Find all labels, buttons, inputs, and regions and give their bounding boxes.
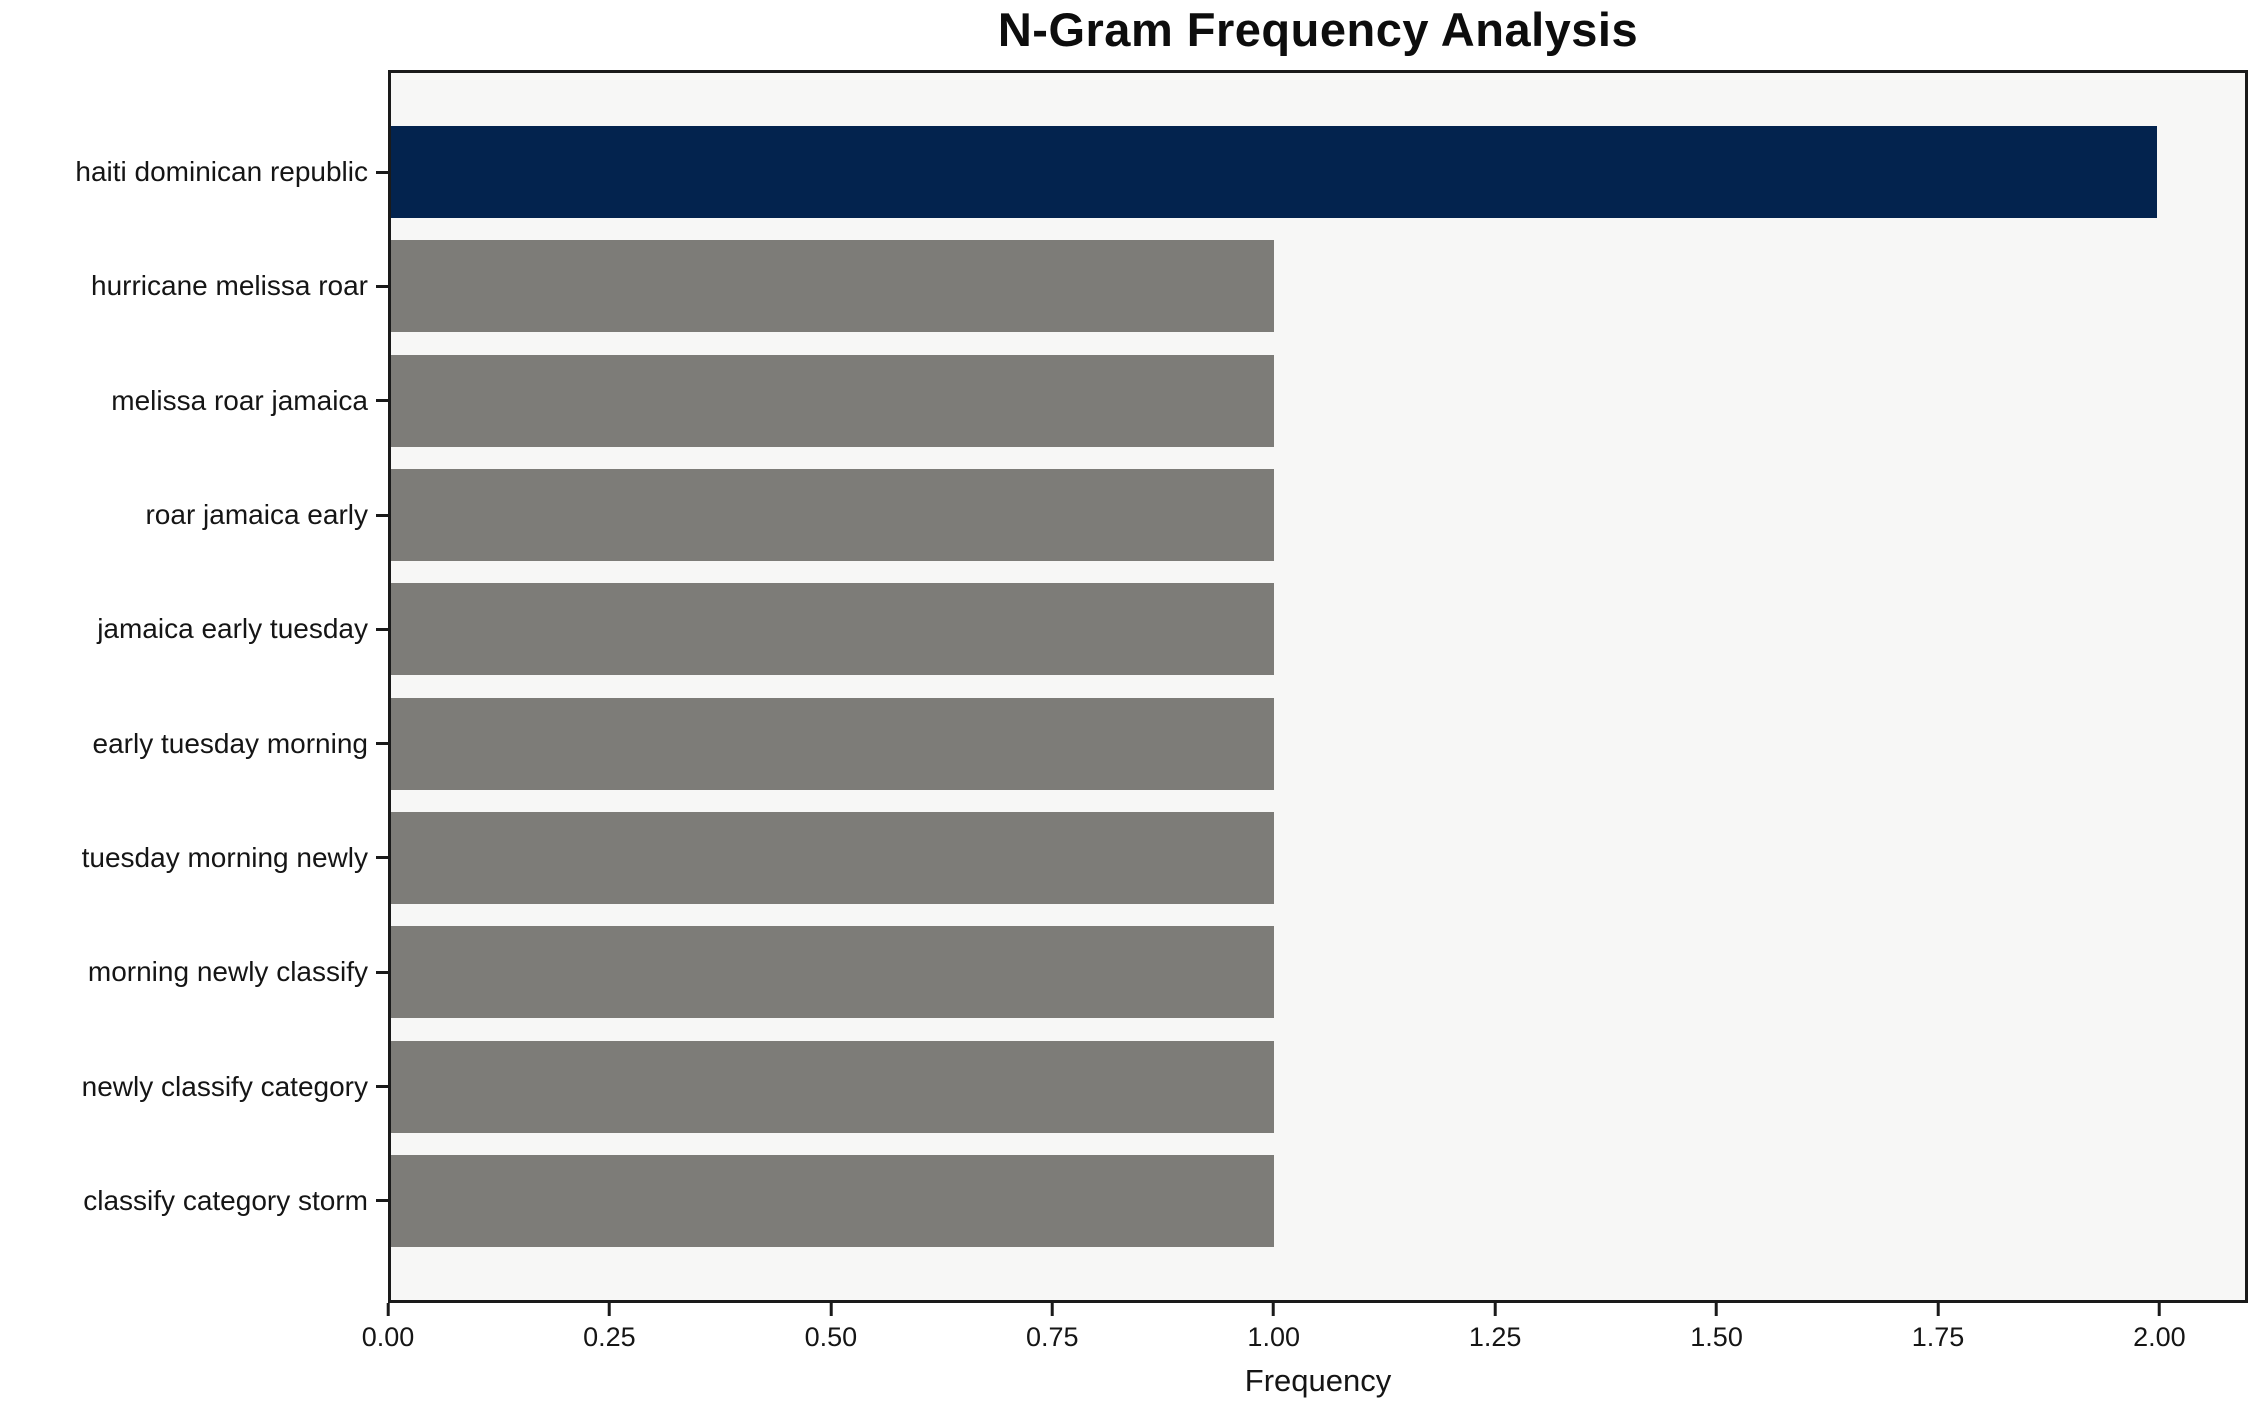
x-axis-label: Frequency (1244, 1363, 1392, 1398)
bar-row (391, 229, 2245, 343)
y-tick-label: morning newly classify (87, 956, 368, 988)
x-tick-mark (1493, 1303, 1497, 1316)
bar-row (391, 1144, 2245, 1258)
bar (391, 469, 1274, 562)
y-tick-row (376, 801, 388, 915)
x-tick: 1.50 (1690, 1303, 1743, 1353)
y-tick-row (376, 115, 388, 229)
y-tick-mark (376, 284, 388, 288)
bar (391, 354, 1274, 447)
y-tick-label: haiti dominican republic (75, 156, 368, 188)
x-axis-ticks: 0.00 0.25 0.50 0.75 1.00 1.25 1.50 1.75 2.00 (362, 1303, 2248, 1373)
y-tick-mark (376, 1199, 388, 1203)
y-tick-mark (376, 1085, 388, 1089)
x-tick-mark (386, 1303, 390, 1316)
y-axis-ticks (376, 115, 388, 1258)
bar (391, 126, 2157, 219)
chart-title: N-Gram Frequency Analysis (997, 3, 1639, 56)
y-tick-row (376, 458, 388, 572)
bar (391, 583, 1274, 676)
x-tick-mark (1715, 1303, 1719, 1316)
x-tick-mark (1936, 1303, 1940, 1316)
x-tick: 0.25 (583, 1303, 636, 1353)
y-tick-label: hurricane melissa roar (91, 270, 368, 302)
x-tick: 1.00 (1247, 1303, 1300, 1353)
bar-series (391, 73, 2245, 1300)
bar-row (391, 458, 2245, 572)
y-tick-row (376, 1029, 388, 1143)
y-tick-label: jamaica early tuesday (97, 613, 368, 645)
y-tick-mark (376, 627, 388, 631)
x-tick-mark (1272, 1303, 1276, 1316)
y-tick-mark (376, 742, 388, 746)
y-tick-row (376, 344, 388, 458)
x-tick-label: 1.50 (1690, 1322, 1743, 1352)
bar-row (391, 801, 2245, 915)
bar (391, 240, 1274, 333)
y-tick-mark (376, 513, 388, 517)
y-tick-label: melissa roar jamaica (111, 384, 368, 416)
y-tick-label: tuesday morning newly (81, 841, 368, 873)
y-tick-row (376, 1144, 388, 1258)
bar-row (391, 1029, 2245, 1143)
x-tick-label: 1.25 (1468, 1322, 1522, 1352)
y-tick-label: roar jamaica early (145, 499, 368, 531)
y-tick-label: classify category storm (83, 1184, 368, 1216)
x-tick-label: 0.50 (804, 1322, 858, 1352)
x-tick-mark (829, 1303, 833, 1316)
y-tick-label: early tuesday morning (92, 727, 368, 759)
x-tick: 0.50 (804, 1303, 858, 1353)
y-axis-labels: haiti dominican republic hurricane meliss… (0, 115, 368, 1258)
x-tick-label: 0.00 (361, 1322, 415, 1352)
bar-row (391, 115, 2245, 229)
bar-row (391, 686, 2245, 800)
x-tick: 0.00 (361, 1303, 415, 1353)
x-tick-label: 2.00 (2133, 1322, 2186, 1352)
y-tick-mark (376, 170, 388, 174)
x-tick: 1.25 (1468, 1303, 1522, 1353)
x-tick-mark (1050, 1303, 1054, 1316)
plot-area (388, 70, 2248, 1303)
bar-row (391, 915, 2245, 1029)
x-tick-label: 1.00 (1247, 1322, 1300, 1352)
x-tick-mark (607, 1303, 611, 1316)
bar (391, 697, 1274, 790)
y-tick-row (376, 915, 388, 1029)
bar-row (391, 344, 2245, 458)
x-tick-label: 0.25 (583, 1322, 636, 1352)
y-tick-mark (376, 399, 388, 403)
bar (391, 926, 1274, 1019)
y-tick-mark (376, 970, 388, 974)
x-tick: 2.00 (2133, 1303, 2186, 1353)
y-tick-mark (376, 856, 388, 860)
bar-row (391, 572, 2245, 686)
bar (391, 1154, 1274, 1247)
y-tick-row (376, 572, 388, 686)
bar (391, 811, 1274, 904)
x-tick: 0.75 (1026, 1303, 1079, 1353)
x-tick-label: 0.75 (1026, 1322, 1079, 1352)
y-tick-row (376, 229, 388, 343)
x-tick-mark (2157, 1303, 2161, 1316)
y-tick-label: newly classify category (81, 1070, 368, 1102)
y-tick-row (376, 686, 388, 800)
x-tick-label: 1.75 (1911, 1322, 1965, 1352)
bar (391, 1040, 1274, 1133)
x-tick: 1.75 (1911, 1303, 1965, 1353)
